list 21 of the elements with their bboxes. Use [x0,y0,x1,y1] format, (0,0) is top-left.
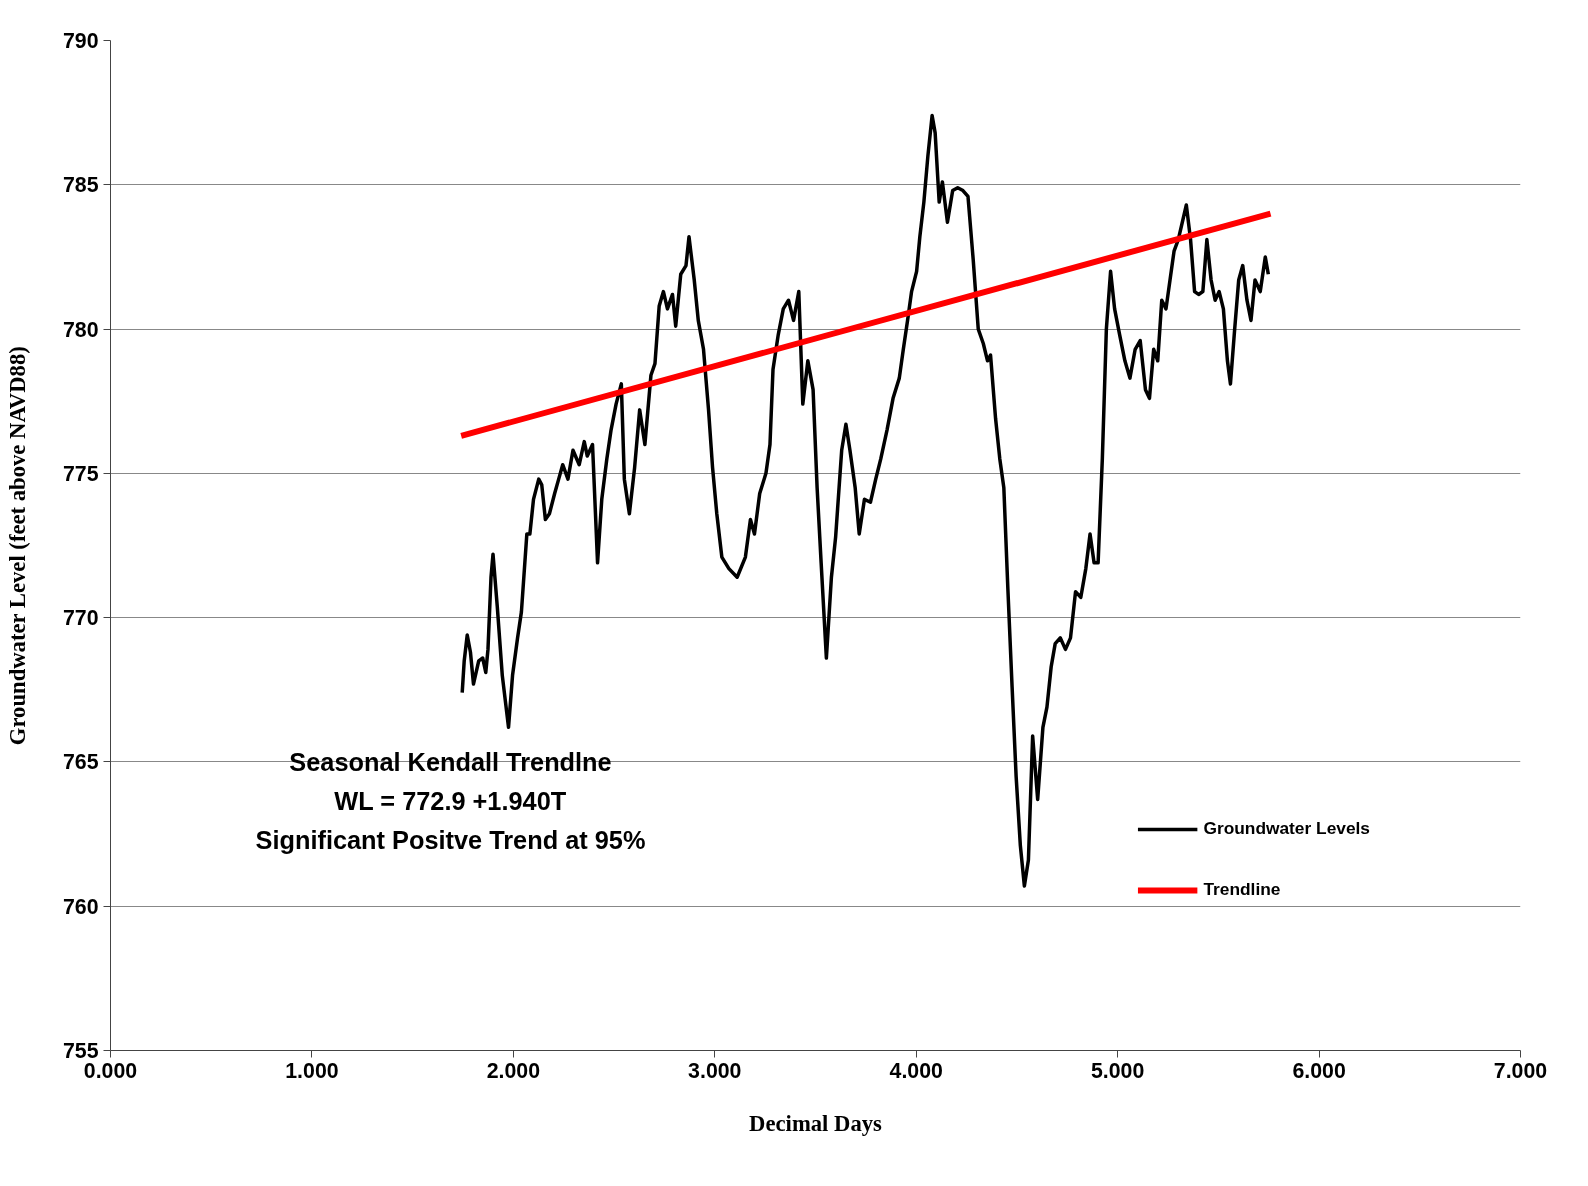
y-axis-title: Groundwater Level (feet above NAVD88) [4,346,30,746]
annotation: WL = 772.9 +1.940T [334,786,567,815]
x-tick-label: 4.000 [889,1058,943,1083]
y-tick-label: 770 [62,606,99,631]
y-tick-label: 785 [62,173,99,198]
y-tick-label: 790 [62,29,99,53]
annotation: Significant Positve Trend at 95% [255,825,646,854]
x-tick-label: 6.000 [1292,1058,1346,1083]
y-tick-label: 775 [62,461,99,486]
x-tick-label: 2.000 [486,1058,541,1083]
x-tick-label: 5.000 [1090,1058,1145,1083]
annotation: Seasonal Kendall Trendlne [289,747,612,776]
x-axis-title: Decimal Days [749,1110,883,1136]
x-tick-label: 7.000 [1493,1058,1548,1083]
y-tick-label: 760 [62,894,99,919]
legend-label: Trendline [1203,879,1281,900]
x-tick-label: 3.000 [688,1058,742,1083]
legend-label: Groundwater Levels [1203,818,1370,839]
y-tick-label: 780 [62,317,99,342]
x-tick-label: 1.000 [285,1058,339,1083]
y-tick-label: 765 [62,750,99,775]
